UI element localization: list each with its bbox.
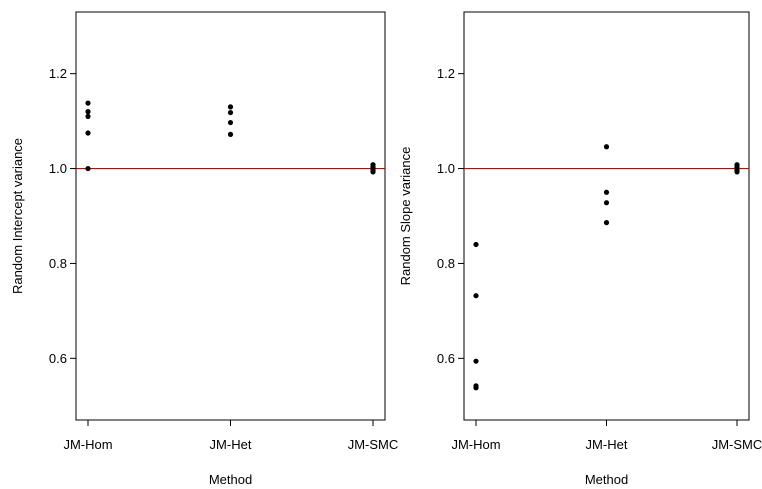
y-tick-label: 1.0 <box>49 161 67 176</box>
data-point <box>370 169 376 175</box>
y-tick-label: 1.2 <box>437 66 455 81</box>
data-point <box>603 144 610 150</box>
data-point <box>473 241 479 248</box>
data-point <box>603 220 610 226</box>
data-point <box>227 131 234 137</box>
data-point <box>85 109 91 115</box>
data-point <box>473 293 479 299</box>
panel-random-slope: 0.6 0.8 1.0 1.2 JM-Hom JM-Het JM-SMC Method Rand… <box>398 11 762 487</box>
data-point <box>603 200 610 206</box>
x-axis-label: Method <box>585 472 628 487</box>
y-tick-label: 0.6 <box>49 351 67 366</box>
data-point <box>473 385 479 391</box>
data-point <box>85 130 91 136</box>
y-axis-label: Random Slope variance <box>398 147 413 286</box>
panel-random-intercept: 0.6 0.8 1.0 1.2 JM-Hom JM-Het JM-SMC Method Rand… <box>10 11 399 487</box>
data-point <box>85 113 91 119</box>
data-point <box>85 100 91 106</box>
x-tick-label: JM-Hom <box>451 437 500 452</box>
data-point <box>603 189 610 195</box>
y-tick-label: 1.2 <box>49 66 67 81</box>
plot-frame <box>463 11 750 421</box>
y-tick-label: 0.8 <box>49 256 67 271</box>
data-point <box>227 104 234 110</box>
y-axis-label: Random Intercept variance <box>10 138 25 294</box>
x-tick-label: JM-SMC <box>348 437 399 452</box>
x-tick-label: JM-Het <box>210 437 252 452</box>
data-point <box>85 165 91 172</box>
y-tick-label: 0.8 <box>437 256 455 271</box>
data-point <box>734 169 740 175</box>
x-tick-label: JM-SMC <box>712 437 762 452</box>
data-point <box>227 119 234 126</box>
x-tick-label: JM-Het <box>586 437 628 452</box>
y-tick-label: 1.0 <box>437 161 455 176</box>
x-tick-label: JM-Hom <box>63 437 112 452</box>
y-tick-label: 0.6 <box>437 351 455 366</box>
data-point <box>473 358 479 364</box>
data-point <box>227 109 234 116</box>
x-axis-label: Method <box>209 472 252 487</box>
plot-frame <box>75 11 386 421</box>
